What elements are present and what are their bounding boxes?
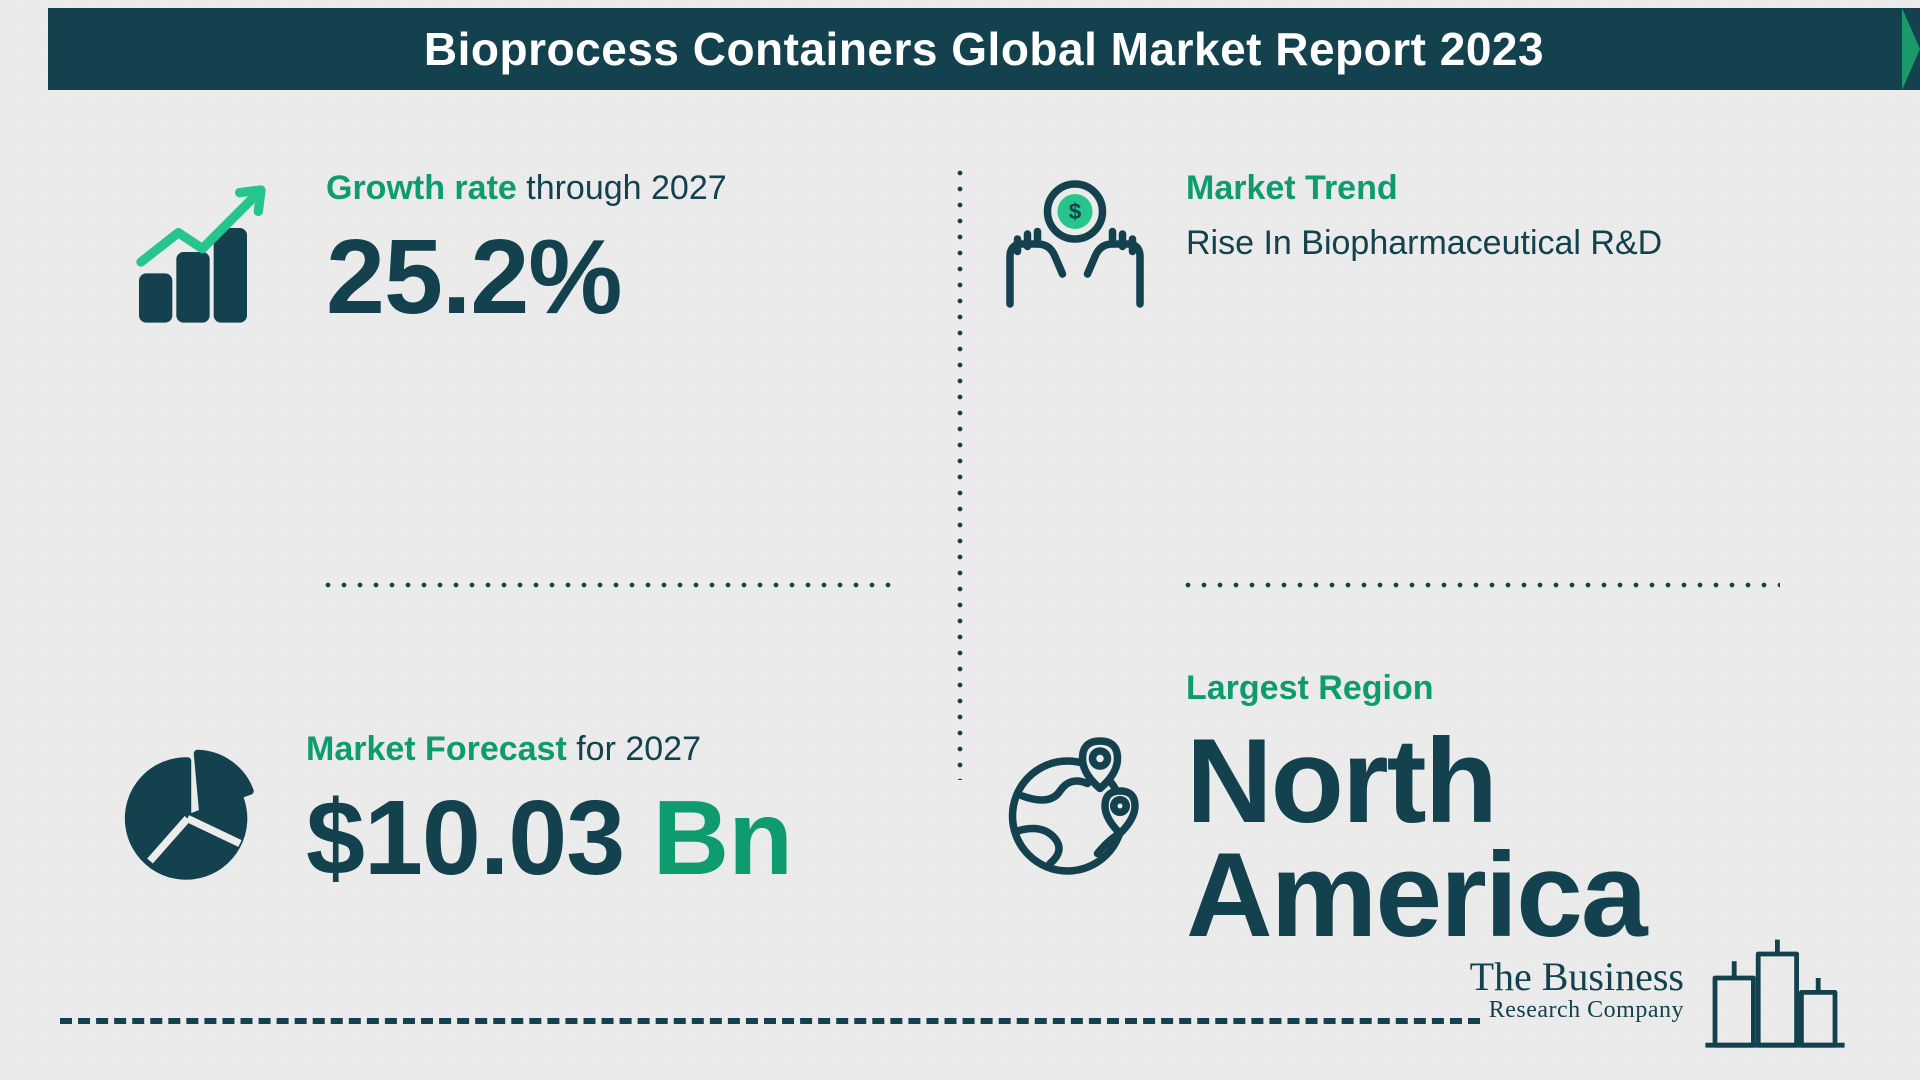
- bar-chart-growth-icon: [120, 169, 290, 339]
- growth-rate-text-block: Growth rate through 2027 25.2%: [326, 169, 727, 330]
- separator-dots-right: [1180, 582, 1780, 588]
- market-forecast-label-weak: for 2027: [567, 730, 701, 768]
- growth-rate-label-strong: Growth rate: [326, 169, 517, 207]
- market-trend-label: Market Trend: [1186, 169, 1662, 208]
- market-forecast-text-block: Market Forecast for 2027 $10.03 Bn: [306, 730, 792, 891]
- company-logo-icon: [1700, 930, 1850, 1050]
- globe-pins-icon: [1000, 736, 1150, 886]
- market-trend-text: Rise In Biopharmaceutical R&D: [1186, 224, 1662, 263]
- report-title: Bioprocess Containers Global Market Repo…: [424, 22, 1544, 76]
- market-trend-text-block: Market Trend Rise In Biopharmaceutical R…: [1186, 169, 1662, 263]
- market-forecast-value-unit: Bn: [653, 779, 792, 897]
- company-logo-line1: The Business: [1470, 956, 1684, 998]
- market-trend-label-strong: Market Trend: [1186, 169, 1398, 207]
- title-bar: Bioprocess Containers Global Market Repo…: [48, 8, 1920, 90]
- growth-rate-label-weak: through 2027: [517, 169, 727, 207]
- market-forecast-label: Market Forecast for 2027: [306, 730, 792, 769]
- company-logo-line2: Research Company: [1470, 998, 1684, 1023]
- bottom-dashed-line: [60, 1018, 1480, 1024]
- largest-region-label: Largest Region: [1186, 669, 1646, 708]
- largest-region-text-block: Largest Region North America: [1186, 669, 1646, 952]
- pie-chart-icon: [120, 736, 270, 886]
- market-forecast-value: $10.03 Bn: [306, 785, 792, 891]
- growth-rate-value: 25.2%: [326, 224, 727, 330]
- content-grid: Growth rate through 2027 25.2% $: [110, 155, 1810, 1020]
- quadrant-market-forecast: Market Forecast for 2027 $10.03 Bn: [110, 608, 930, 1021]
- largest-region-value: North America: [1186, 724, 1646, 952]
- quadrant-growth-rate: Growth rate through 2027 25.2%: [110, 155, 930, 568]
- company-logo-text: The Business Research Company: [1470, 956, 1684, 1023]
- market-forecast-value-number: $10.03: [306, 779, 653, 897]
- market-forecast-label-strong: Market Forecast: [306, 730, 567, 768]
- company-logo: The Business Research Company: [1470, 930, 1850, 1050]
- separator-dots-left: [320, 582, 900, 588]
- hands-dollar-coin-icon: $: [1000, 169, 1150, 319]
- quadrant-market-trend: $ Market Trend Rise In Biopharmaceutical…: [990, 155, 1810, 568]
- growth-rate-label: Growth rate through 2027: [326, 169, 727, 208]
- largest-region-label-strong: Largest Region: [1186, 669, 1433, 707]
- svg-text:$: $: [1069, 199, 1082, 224]
